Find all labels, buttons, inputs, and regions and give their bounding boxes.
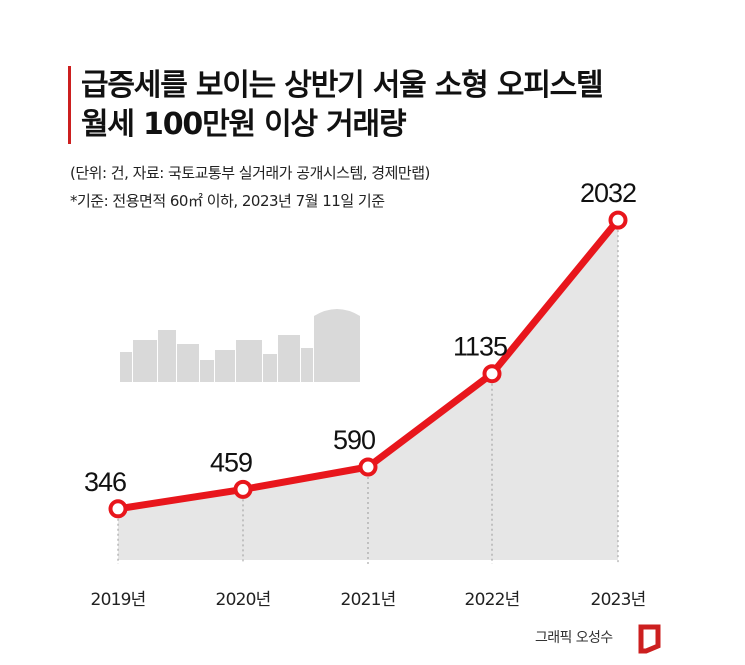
chart-title-line-2: 월세 100만원 이상 거래량 (81, 107, 407, 142)
data-label-3: 1135 (453, 332, 507, 362)
x-tick-label-2: 2021년 (341, 590, 396, 610)
data-point-1 (233, 479, 253, 499)
data-point-4 (608, 210, 628, 230)
x-tick-label-3: 2022년 (465, 590, 520, 610)
data-label-4: 2032 (580, 178, 636, 208)
unit-source-note: (단위: 건, 자료: 국토교통부 실거래가 공개시스템, 경제만랩) (70, 164, 430, 182)
data-point-2 (358, 457, 378, 477)
area-fill (118, 220, 618, 560)
data-point-3 (482, 364, 502, 384)
publisher-logo-icon (638, 624, 661, 654)
data-points (108, 210, 628, 519)
x-tick-label-4: 2023년 (591, 590, 646, 610)
data-label-2: 590 (333, 425, 375, 455)
title-block: 급증세를 보이는 상반기 서울 소형 오피스텔 월세 100만원 이상 거래량 (68, 66, 604, 144)
city-skyline-illustration (120, 309, 360, 382)
graphic-credit: 그래픽 오성수 (535, 630, 613, 646)
data-label-1: 459 (210, 447, 252, 477)
data-point-0 (108, 499, 128, 519)
x-axis-tick-labels: 2019년 2020년 2021년 2022년 2023년 (91, 590, 647, 610)
data-labels: 346 459 590 1135 2032 (84, 178, 637, 497)
data-label-0: 346 (84, 467, 126, 497)
x-tick-label-1: 2020년 (216, 590, 271, 610)
basis-note: *기준: 전용면적 60㎡ 이하, 2023년 7월 11일 기준 (70, 192, 385, 210)
x-tick-label-0: 2019년 (91, 590, 146, 610)
chart-title-line-1: 급증세를 보이는 상반기 서울 소형 오피스텔 (81, 68, 604, 103)
vertical-guide-lines (117, 220, 619, 564)
